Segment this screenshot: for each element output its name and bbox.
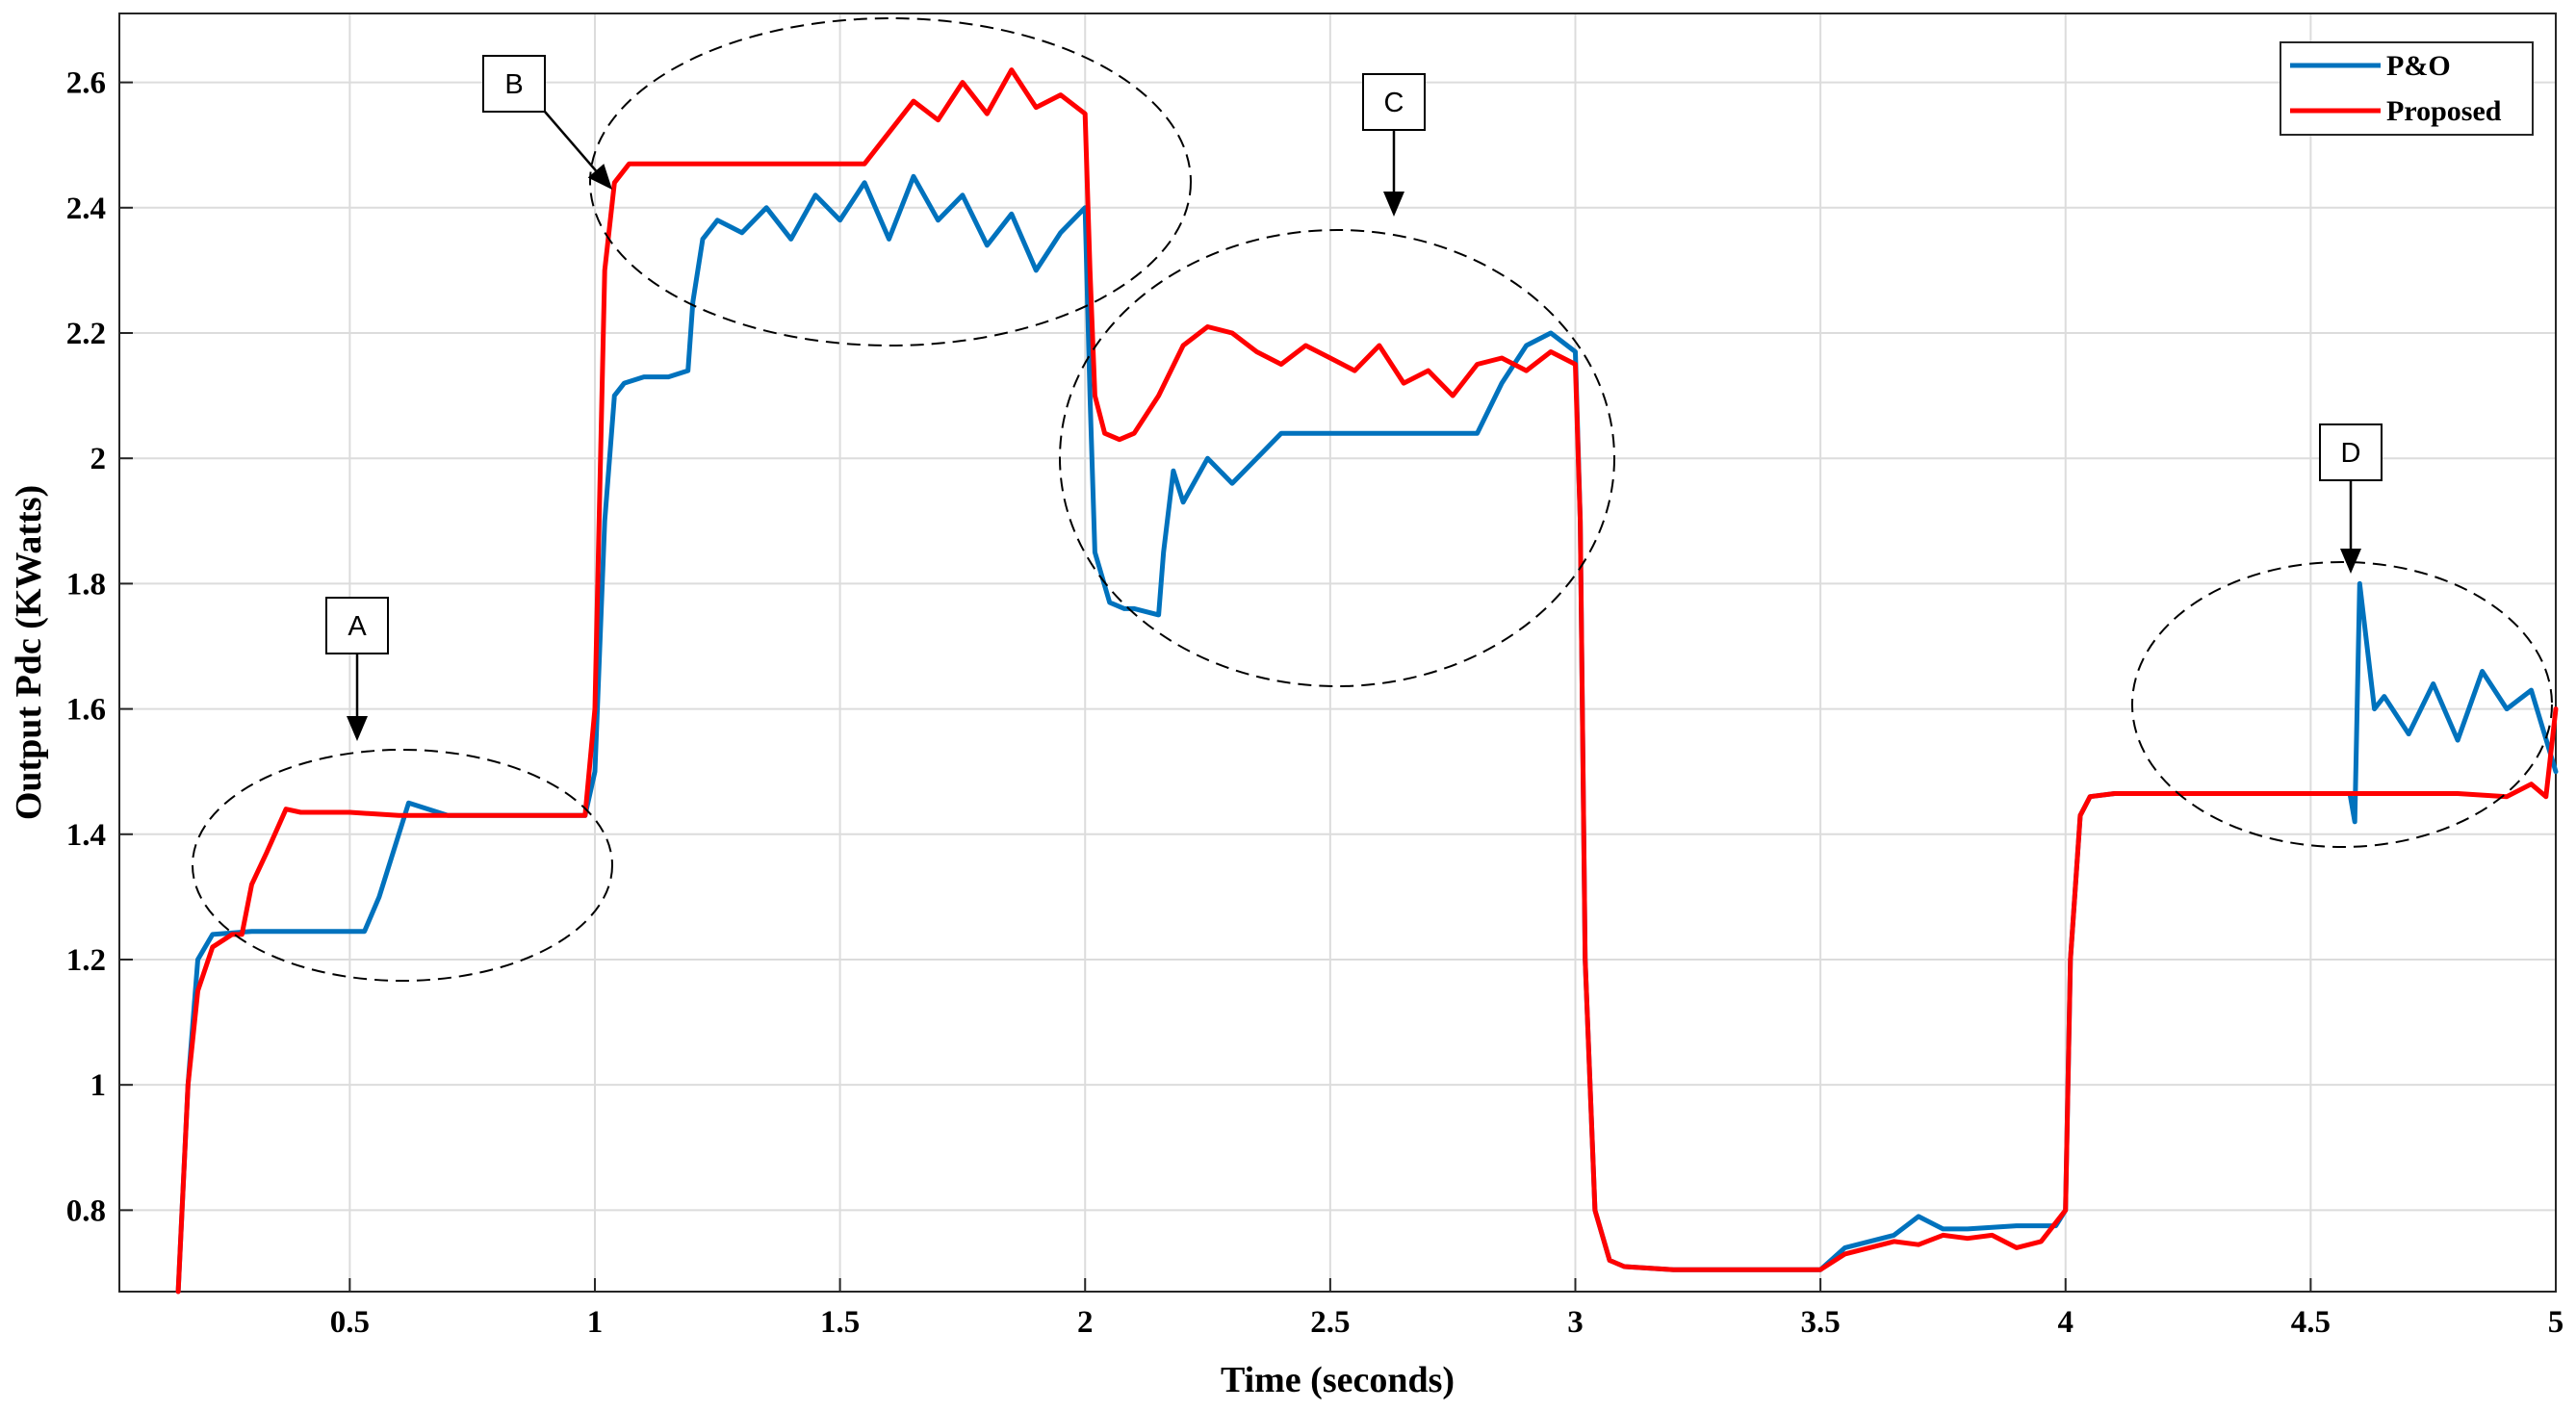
y-tick-label: 2 — [90, 442, 107, 476]
legend-label: P&O — [2386, 50, 2451, 82]
annotation-a: A — [192, 597, 613, 982]
annotation-label: D — [2341, 438, 2361, 469]
x-tick-label: 1.5 — [820, 1305, 860, 1340]
annotation-label-box — [2319, 423, 2383, 481]
annotation-ellipse — [192, 749, 613, 982]
annotation-label-box — [1362, 73, 1426, 131]
annotation-arrow-head — [1383, 192, 1404, 217]
x-tick-label: 4 — [2057, 1305, 2074, 1340]
y-axis: 0.8 1 1.2 1.4 1.6 1.8 2 2.2 2.4 2.6 — [66, 66, 133, 1228]
y-tick-label: 1.2 — [66, 943, 106, 978]
series-line-proposed — [175, 67, 2559, 1295]
x-tick-label: 3.5 — [1800, 1305, 1840, 1340]
annotation-label: C — [1384, 88, 1404, 118]
annotation-ellipse — [1059, 229, 1615, 687]
plot-area — [118, 13, 2557, 1293]
y-tick-label: 1.4 — [66, 818, 106, 853]
annotation-label: A — [348, 611, 367, 642]
x-tick-label: 3 — [1567, 1305, 1584, 1340]
annotation-label-box — [482, 55, 546, 113]
y-tick-label: 1.6 — [66, 693, 106, 728]
annotation-c: C — [1059, 73, 1615, 687]
annotation-ellipse — [589, 17, 1192, 346]
x-tick-label: 4.5 — [2291, 1305, 2331, 1340]
series-lines — [175, 67, 2559, 1295]
legend-box — [2280, 41, 2534, 136]
y-tick-label: 1.8 — [66, 567, 106, 602]
annotation-arrow-shaft — [544, 111, 597, 172]
annotation-ellipse — [2131, 561, 2553, 848]
legend-label: Proposed — [2386, 95, 2502, 127]
annotation-arrow-head — [347, 716, 368, 741]
y-axis-label: Output Pdc (KWatts) — [9, 485, 49, 820]
annotations: A B C D — [192, 17, 2553, 982]
annotation-arrow-head — [587, 164, 612, 190]
x-tick-label: 0.5 — [330, 1305, 370, 1340]
x-tick-label: 5 — [2548, 1305, 2564, 1340]
x-tick-label: 2 — [1077, 1305, 1094, 1340]
annotation-label: B — [504, 69, 523, 100]
x-tick-label: 2.5 — [1310, 1305, 1350, 1340]
y-tick-label: 2.6 — [66, 66, 106, 101]
annotation-arrow-head — [2340, 549, 2361, 574]
legend[interactable]: P&O Proposed — [2280, 41, 2534, 136]
y-tick-label: 2.4 — [66, 192, 106, 226]
annotation-b: B — [482, 17, 1192, 346]
x-axis: 0.5 1 1.5 2 2.5 3 3.5 4 4.5 5 — [330, 1278, 2564, 1340]
x-axis-label: Time (seconds) — [1221, 1360, 1455, 1400]
annotation-label-box — [325, 597, 389, 654]
y-tick-label: 1 — [90, 1068, 107, 1103]
annotation-d: D — [2131, 423, 2553, 848]
y-tick-label: 2.2 — [66, 317, 106, 351]
y-tick-label: 0.8 — [66, 1193, 106, 1228]
grid — [119, 13, 2557, 1292]
x-tick-label: 1 — [587, 1305, 604, 1340]
